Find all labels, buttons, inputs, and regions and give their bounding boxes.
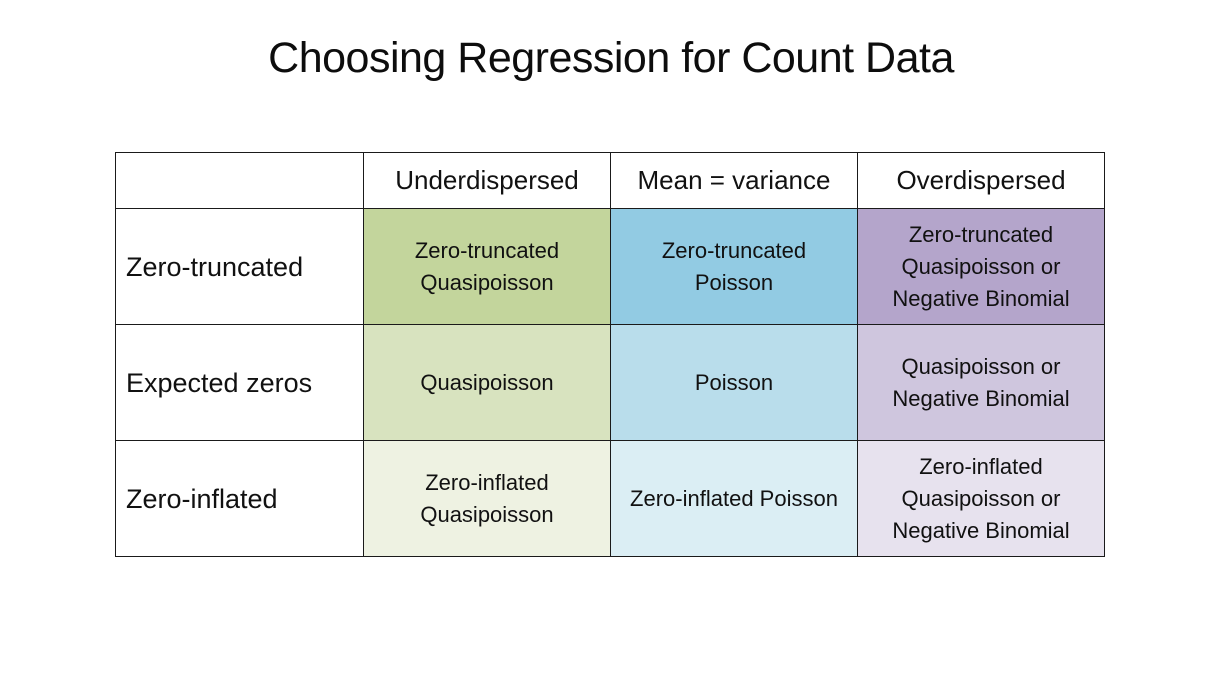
row-label-zero-truncated: Zero-truncated [115,208,364,325]
cell-text: Zero-truncated Quasipoisson or Negative … [892,221,1070,311]
table-cell: Zero-inflated Quasipoisson [363,440,611,557]
corner-cell [115,152,364,209]
table-row-zero-inflated: Zero-inflated Zero-inflated Quasipoisson… [115,440,1105,557]
table-row-zero-truncated: Zero-truncated Zero-truncated Quasipoiss… [115,208,1105,325]
cell-text: Quasipoisson or Negative Binomial [892,353,1070,411]
table-cell: Quasipoisson or Negative Binomial [857,324,1105,441]
column-header-overdispersed: Overdispersed [857,152,1105,209]
cell-text: Zero-inflated Poisson [630,485,838,511]
table-cell: Zero-truncated Quasipoisson [363,208,611,325]
column-header-mean-equals-variance: Mean = variance [610,152,858,209]
cell-text: Zero-truncated Poisson [661,237,807,295]
cell-text: Zero-inflated Quasipoisson or Negative B… [892,453,1070,543]
table-row-expected-zeros: Expected zeros Quasipoisson Poisson Quas… [115,324,1105,441]
table-header-row: Underdispersed Mean = variance Overdispe… [115,152,1105,209]
regression-choice-table: Underdispersed Mean = variance Overdispe… [115,152,1105,557]
row-label-expected-zeros: Expected zeros [115,324,364,441]
cell-text: Quasipoisson [420,369,554,395]
cell-text: Poisson [694,369,774,395]
column-header-underdispersed: Underdispersed [363,152,611,209]
row-label-zero-inflated: Zero-inflated [115,440,364,557]
table-cell: Zero-truncated Poisson [610,208,858,325]
table-cell: Poisson [610,324,858,441]
table-cell: Zero-truncated Quasipoisson or Negative … [857,208,1105,325]
cell-text: Zero-inflated Quasipoisson [420,469,554,527]
slide-title: Choosing Regression for Count Data [268,34,954,82]
cell-text: Zero-truncated Quasipoisson [414,237,560,295]
table-cell: Quasipoisson [363,324,611,441]
table-cell: Zero-inflated Poisson [610,440,858,557]
table-cell: Zero-inflated Quasipoisson or Negative B… [857,440,1105,557]
